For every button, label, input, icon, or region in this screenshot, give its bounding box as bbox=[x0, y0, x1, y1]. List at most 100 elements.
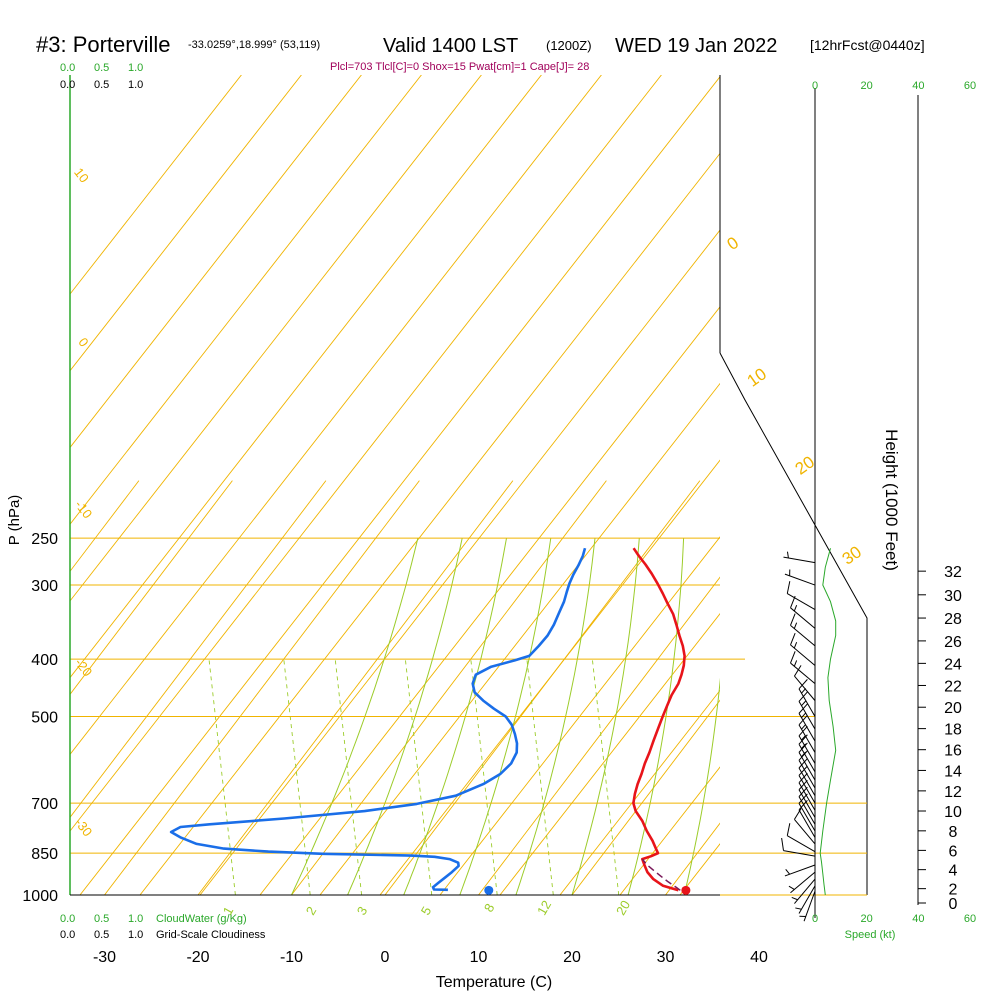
wind-barb-shaft bbox=[794, 819, 816, 845]
isobars bbox=[70, 537, 720, 896]
moist-adiabat bbox=[291, 537, 419, 895]
wind-barb-shaft bbox=[798, 796, 816, 825]
cw-bot-tick-0: 0.0 bbox=[60, 913, 75, 925]
isotherm bbox=[759, 481, 1000, 895]
cw-top-tick-2: 1.0 bbox=[128, 62, 143, 74]
pressure-tick-label: 400 bbox=[31, 652, 58, 669]
isotherm-label: 30 bbox=[839, 542, 865, 568]
pressure-tick-label: 300 bbox=[31, 578, 58, 595]
cloudwater-label: CloudWater (g/Kg) bbox=[156, 913, 247, 925]
dry-adiabat bbox=[70, 75, 662, 832]
moist-adiabat bbox=[627, 538, 685, 895]
dry-adiabat-label: 0 bbox=[75, 335, 91, 350]
mixing-ratio-line bbox=[404, 659, 433, 895]
thermo-grid bbox=[70, 75, 1000, 895]
wind-barb-flag bbox=[798, 742, 808, 753]
dry-adiabat bbox=[70, 75, 362, 449]
wind-barb bbox=[798, 772, 816, 811]
wind-barb-half-flag bbox=[801, 712, 807, 719]
mixing-ratio-label: 12 bbox=[534, 898, 554, 918]
moist-adiabat bbox=[683, 677, 720, 895]
height-tick-label: 20 bbox=[944, 700, 962, 717]
height-tick-label: 30 bbox=[944, 588, 962, 605]
cw-top-tick-0: 0.0 bbox=[60, 62, 75, 74]
wind-barb-flag bbox=[798, 779, 808, 791]
temperature-tick-label: -20 bbox=[186, 949, 209, 966]
cl-bot-tick-1: 0.5 bbox=[94, 929, 109, 941]
isotherm bbox=[478, 576, 720, 895]
cloudwater-scale-bottom: 0.0 0.5 1.0 CloudWater (g/Kg) bbox=[60, 913, 247, 925]
dry-adiabat bbox=[559, 689, 720, 895]
dry-adiabat bbox=[70, 75, 542, 679]
wind-barb-flag bbox=[794, 808, 802, 820]
wind-barb bbox=[783, 551, 816, 564]
wind-barb-shaft bbox=[790, 871, 816, 894]
speed-tick-top: 20 bbox=[861, 80, 873, 92]
title-station: #3: Porterville bbox=[36, 32, 171, 57]
dry-adiabat bbox=[379, 459, 720, 895]
wind-barb bbox=[798, 758, 816, 796]
series-parcel bbox=[641, 858, 681, 891]
dry-adiabat bbox=[259, 306, 720, 895]
wind-barb-half-flag bbox=[801, 724, 807, 730]
wind-barb-half-flag bbox=[793, 660, 798, 667]
height-tick-label: 16 bbox=[944, 743, 962, 760]
isotherm-label: 0 bbox=[724, 233, 743, 254]
cloudwater-scale-top: 0.0 0.5 1.0 bbox=[60, 62, 143, 74]
x-axis-label: Temperature (C) bbox=[436, 974, 552, 991]
moist-adiabat bbox=[571, 538, 640, 895]
mixing-ratio-line bbox=[591, 659, 620, 895]
moist-adiabat bbox=[347, 537, 463, 895]
speed-tick-top: 60 bbox=[964, 80, 976, 92]
isotherm bbox=[70, 480, 327, 819]
wind-barb-shaft bbox=[790, 624, 816, 647]
wind-barb-flag bbox=[794, 665, 802, 677]
wind-barb-shaft bbox=[794, 675, 816, 701]
wind-barb bbox=[790, 595, 816, 629]
temperature-tick-label: -10 bbox=[280, 949, 303, 966]
wind-barb bbox=[798, 779, 816, 818]
wind-barb bbox=[786, 581, 816, 611]
height-tick-label: 10 bbox=[944, 804, 962, 821]
wind-barb-half-flag bbox=[793, 622, 798, 629]
isotherm bbox=[853, 481, 1000, 895]
wind-barb-shaft bbox=[798, 767, 816, 796]
wind-barb-shaft bbox=[784, 573, 816, 586]
height-tick-label: 18 bbox=[944, 722, 962, 739]
wind-barb-half-flag bbox=[801, 700, 807, 707]
height-tick-label: 8 bbox=[949, 824, 958, 841]
isotherm bbox=[70, 480, 233, 696]
height-tick-label: 4 bbox=[949, 863, 958, 880]
cw-bot-tick-1: 0.5 bbox=[94, 913, 109, 925]
dry-adiabat bbox=[79, 75, 720, 895]
wind-barb-half-flag bbox=[788, 885, 795, 890]
height-tick-label: 28 bbox=[944, 611, 962, 628]
axes: Temperature (C) P (hPa) Height (1000 Fee… bbox=[6, 429, 901, 991]
pressure-tick-label: 850 bbox=[31, 846, 58, 863]
wind-barb bbox=[790, 613, 816, 647]
surface-markers bbox=[484, 885, 691, 895]
wind-barb-shaft bbox=[790, 607, 816, 629]
pressure-tick-label: 250 bbox=[31, 531, 58, 548]
wind-barb-half-flag bbox=[795, 907, 802, 910]
isotherm-label: 20 bbox=[792, 452, 818, 478]
isotherm-label: 10 bbox=[744, 364, 770, 390]
series-dewpoint bbox=[169, 547, 587, 892]
wind-barb-flag bbox=[798, 772, 808, 784]
cl-bot-tick-2: 1.0 bbox=[128, 929, 143, 941]
height-tick-label: 6 bbox=[949, 843, 958, 860]
dry-adiabat-label: 10 bbox=[71, 165, 92, 186]
wind-panel-frame bbox=[719, 352, 868, 895]
wind-barb bbox=[791, 878, 816, 904]
height-tick-label: 26 bbox=[944, 634, 962, 651]
wind-barb-shaft bbox=[783, 556, 816, 564]
height-tick-label: 2 bbox=[949, 882, 958, 899]
wind-barb-shaft bbox=[787, 835, 816, 853]
title-valid: Valid 1400 LST bbox=[383, 35, 518, 57]
wind-barb bbox=[781, 838, 816, 857]
wind-barb bbox=[798, 715, 816, 753]
temperature-tick-label: 10 bbox=[470, 949, 488, 966]
mixing-ratio-line bbox=[208, 659, 236, 895]
